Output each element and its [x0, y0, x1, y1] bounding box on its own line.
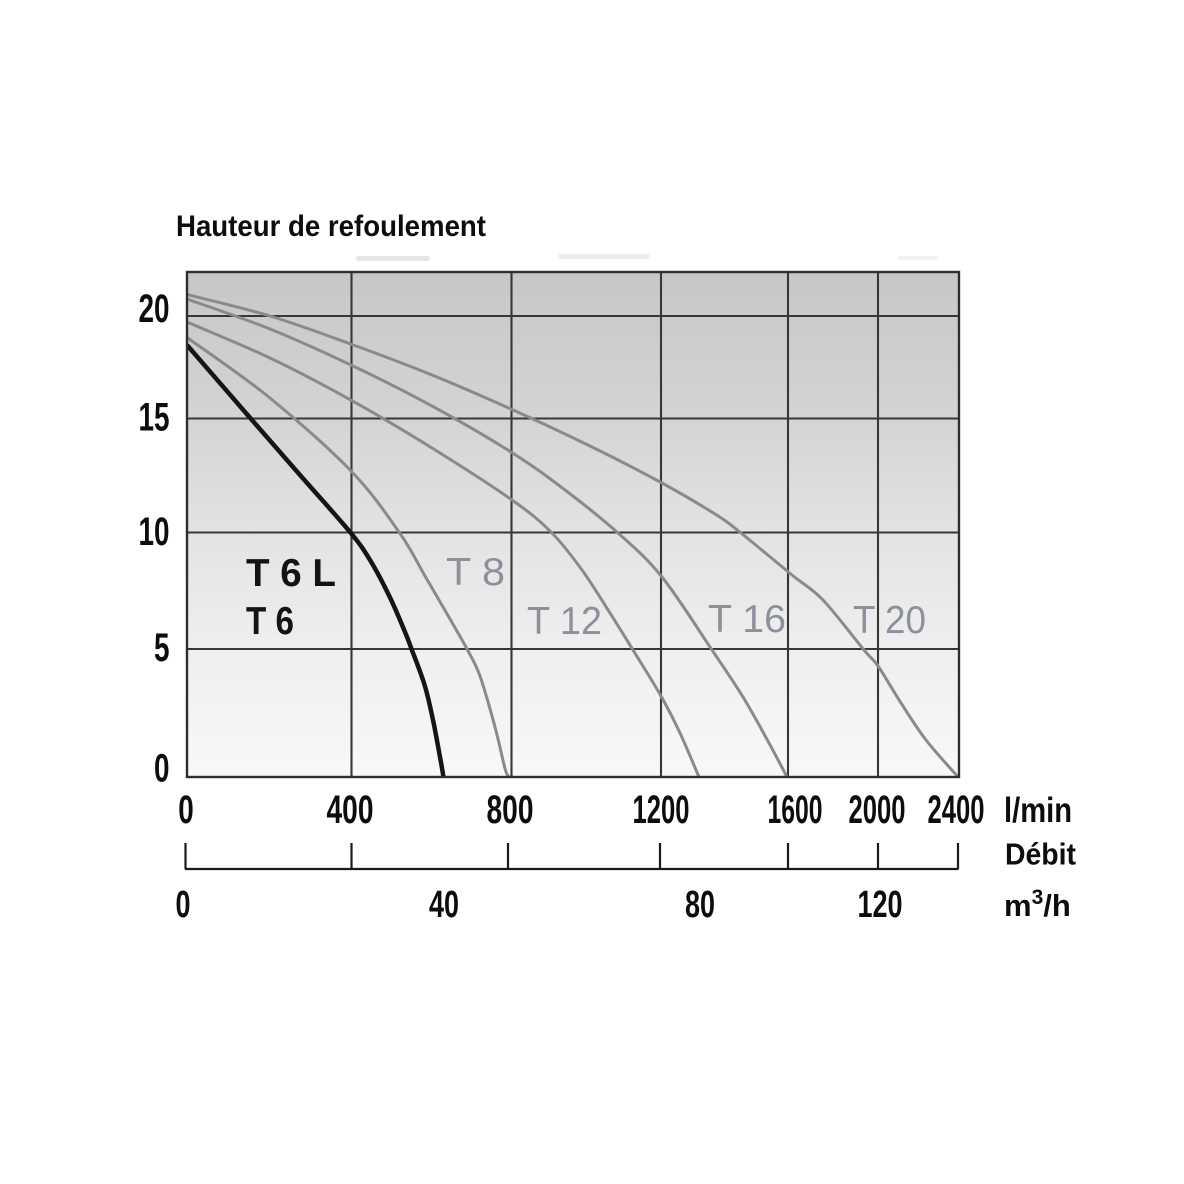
svg-text:20: 20: [139, 287, 170, 331]
svg-text:5: 5: [154, 626, 170, 670]
svg-text:T 12: T 12: [527, 600, 602, 643]
svg-text:Débit: Débit: [1005, 837, 1076, 872]
svg-text:l/min: l/min: [1004, 791, 1072, 830]
svg-text:80: 80: [685, 884, 715, 926]
svg-text:120: 120: [858, 884, 903, 926]
svg-text:T 16: T 16: [708, 598, 786, 641]
svg-text:T 20: T 20: [853, 599, 926, 642]
svg-text:10: 10: [139, 510, 170, 554]
svg-text:T 6: T 6: [246, 600, 294, 643]
svg-text:40: 40: [429, 884, 459, 926]
svg-text:15: 15: [139, 396, 170, 440]
svg-text:0: 0: [178, 788, 194, 832]
svg-text:T 8: T 8: [446, 551, 505, 594]
svg-text:2000: 2000: [849, 788, 906, 832]
svg-text:1200: 1200: [633, 788, 690, 832]
svg-text:T 6 L: T 6 L: [246, 552, 336, 595]
svg-text:Hauteur de refoulement: Hauteur de refoulement: [176, 210, 486, 243]
svg-text:0: 0: [154, 747, 170, 791]
svg-text:400: 400: [327, 788, 374, 832]
svg-text:1600: 1600: [768, 788, 823, 832]
svg-text:0: 0: [176, 884, 191, 926]
svg-text:800: 800: [487, 788, 534, 832]
svg-text:2400: 2400: [928, 788, 985, 832]
